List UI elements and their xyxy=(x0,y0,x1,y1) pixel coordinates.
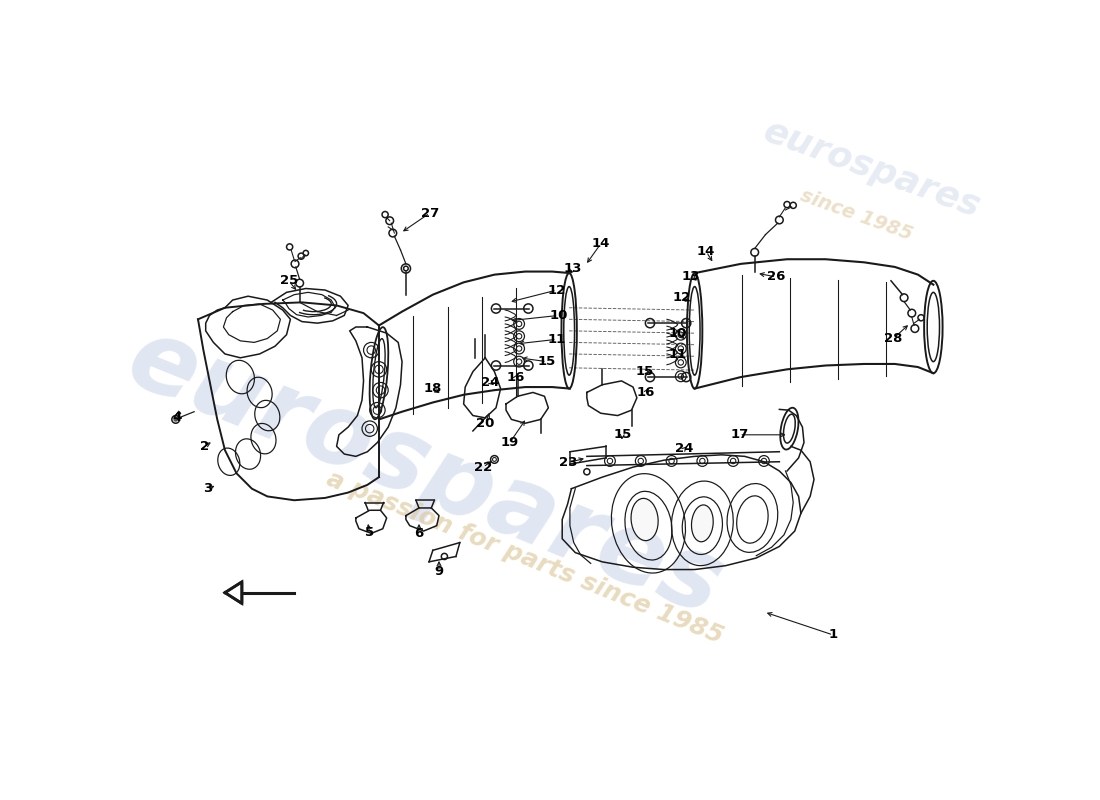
Text: 27: 27 xyxy=(420,206,439,219)
Text: 15: 15 xyxy=(636,365,653,378)
Text: 13: 13 xyxy=(682,270,700,282)
Text: eurospares: eurospares xyxy=(113,310,737,637)
Text: 14: 14 xyxy=(592,238,609,250)
Text: 2: 2 xyxy=(199,440,209,453)
Text: 15: 15 xyxy=(613,428,631,442)
Text: 17: 17 xyxy=(730,428,748,442)
Text: 3: 3 xyxy=(204,482,212,495)
Text: 12: 12 xyxy=(672,291,691,304)
Text: 1: 1 xyxy=(828,629,838,642)
Text: 20: 20 xyxy=(476,417,494,430)
Text: 12: 12 xyxy=(548,283,565,297)
Text: 22: 22 xyxy=(474,461,492,474)
Text: 13: 13 xyxy=(564,262,582,275)
Text: 28: 28 xyxy=(884,332,902,345)
Text: 10: 10 xyxy=(549,309,568,322)
Text: 11: 11 xyxy=(669,348,686,362)
Text: 5: 5 xyxy=(365,526,374,539)
Text: 16: 16 xyxy=(637,386,656,399)
Text: since 1985: since 1985 xyxy=(798,186,915,245)
Ellipse shape xyxy=(692,505,713,542)
Text: 15: 15 xyxy=(538,355,556,368)
Text: 10: 10 xyxy=(669,326,686,340)
Text: 25: 25 xyxy=(279,274,298,287)
Text: 26: 26 xyxy=(767,270,785,283)
Text: 18: 18 xyxy=(424,382,442,395)
Text: 16: 16 xyxy=(507,370,525,383)
Text: 24: 24 xyxy=(482,376,499,389)
Text: 14: 14 xyxy=(697,245,715,258)
Text: a passion for parts since 1985: a passion for parts since 1985 xyxy=(323,467,727,649)
Text: 9: 9 xyxy=(434,566,443,578)
Text: 19: 19 xyxy=(500,436,519,449)
Ellipse shape xyxy=(631,498,658,541)
Circle shape xyxy=(174,418,177,421)
Polygon shape xyxy=(224,582,242,603)
Text: 24: 24 xyxy=(675,442,694,455)
Text: 23: 23 xyxy=(559,456,578,469)
Text: 11: 11 xyxy=(548,333,565,346)
Text: eurospares: eurospares xyxy=(759,114,984,224)
Text: 4: 4 xyxy=(173,411,182,424)
Text: 6: 6 xyxy=(415,527,424,540)
